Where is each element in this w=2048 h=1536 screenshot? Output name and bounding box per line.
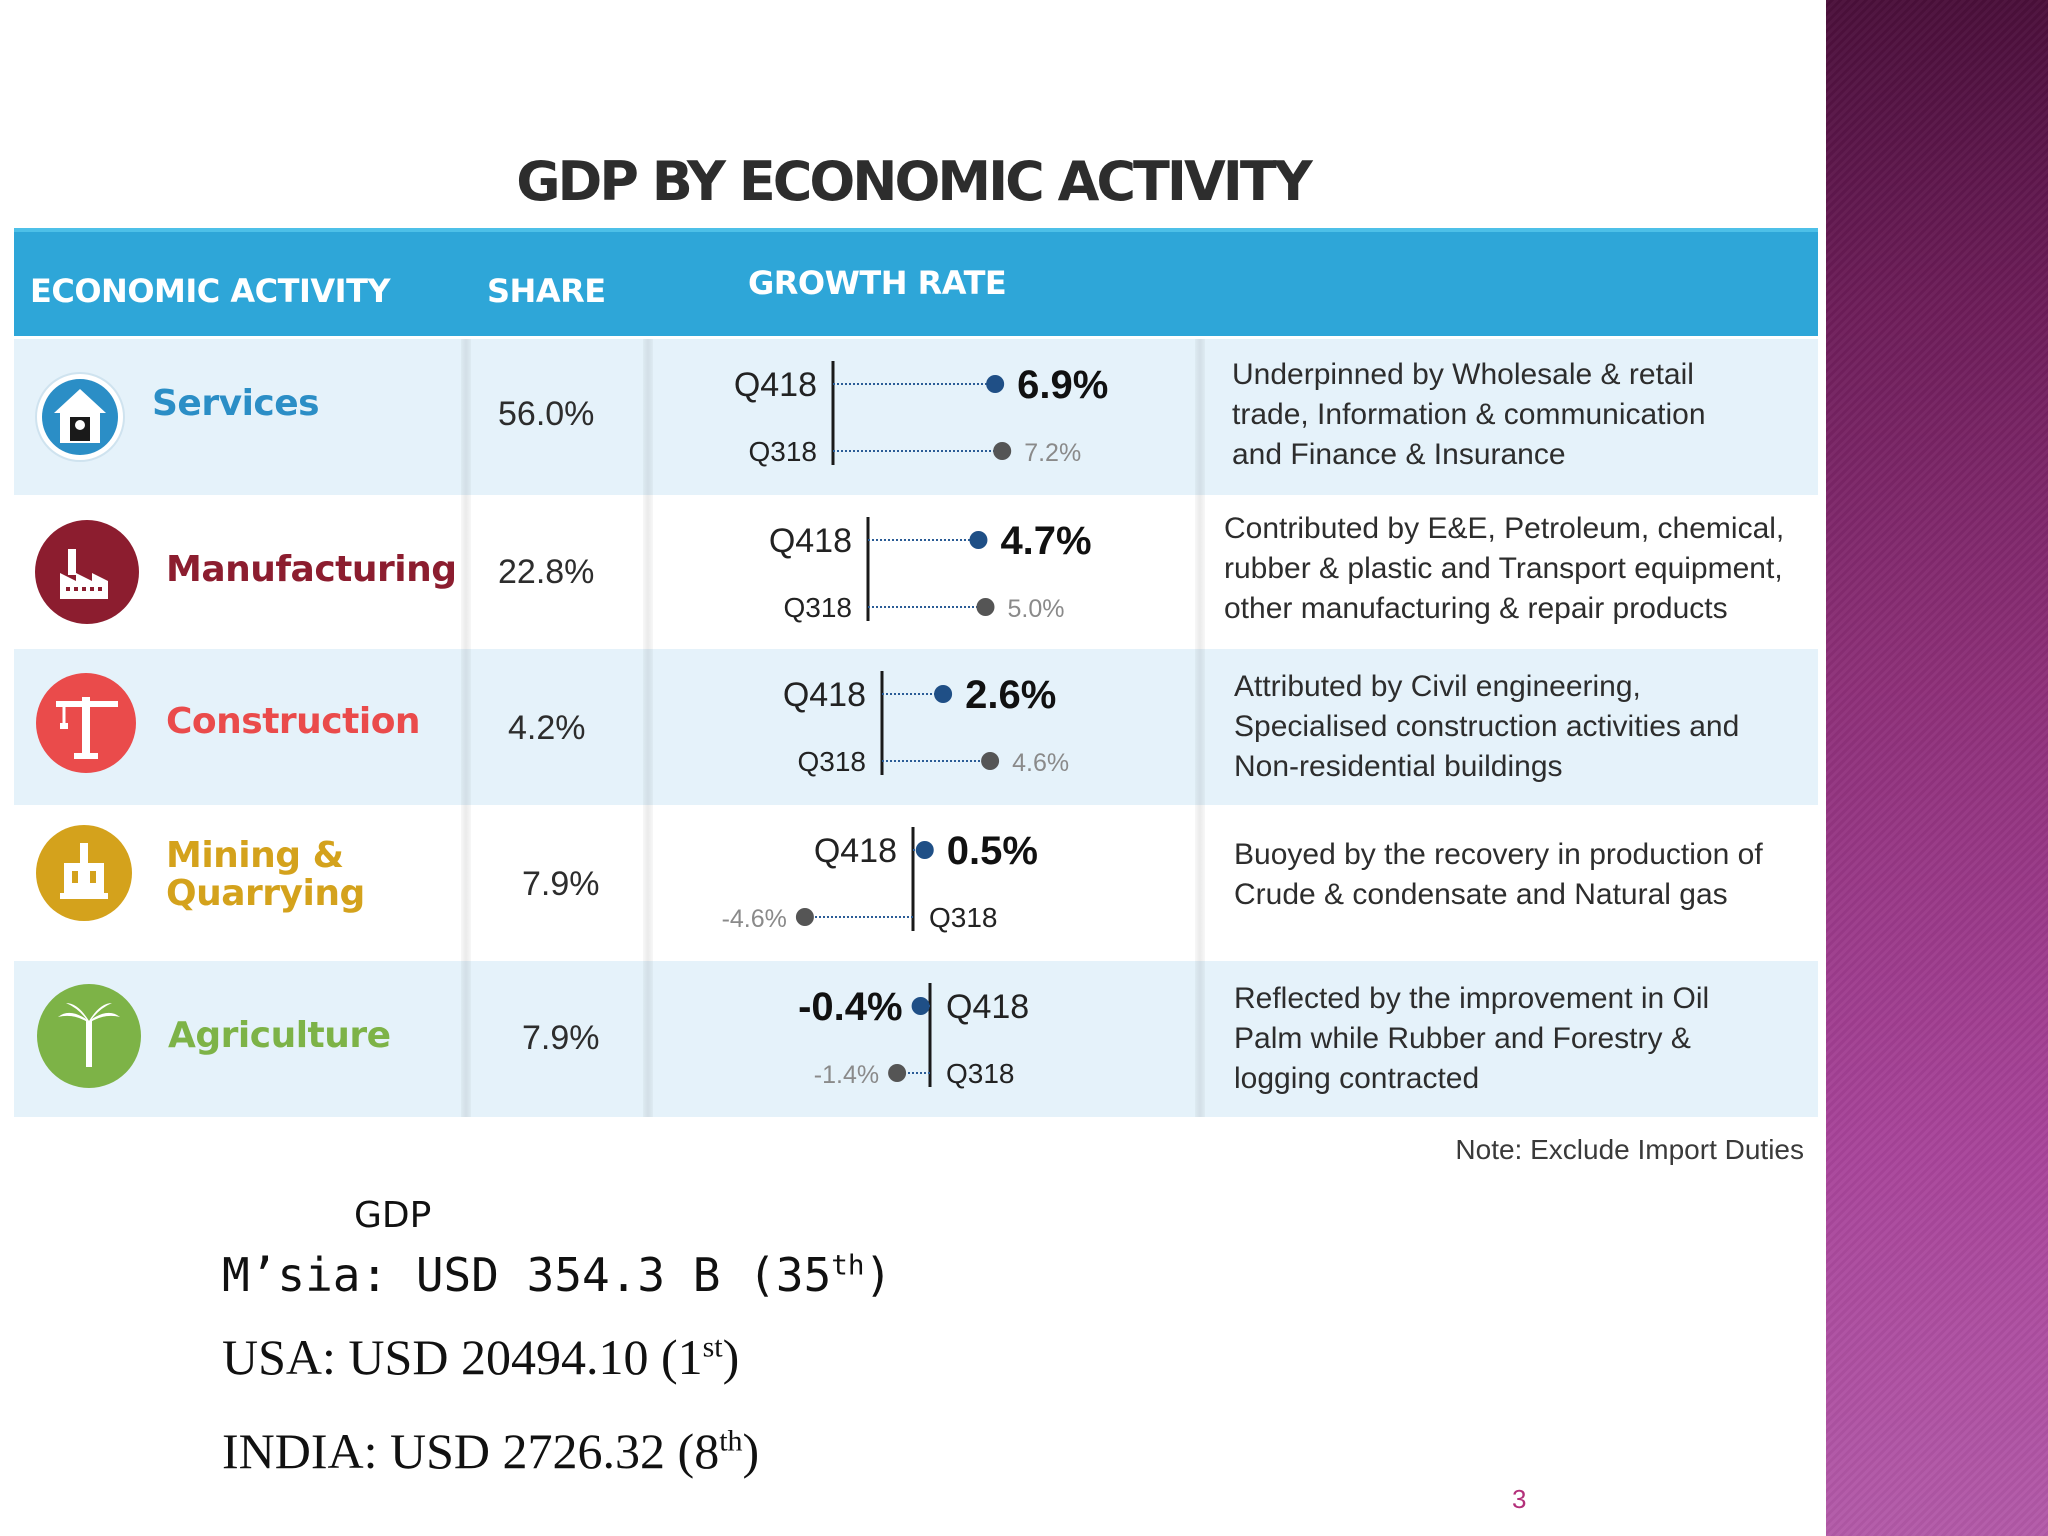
share-value: 7.9% [522, 1019, 600, 1057]
page-number: 3 [1512, 1484, 1527, 1514]
activity-name: Construction [166, 701, 421, 742]
q418-growth-point [911, 997, 930, 1015]
q318-value-label: 4.6% [1012, 749, 1069, 777]
q418-growth-point [934, 685, 953, 703]
q418-period-label: Q418 [946, 988, 1029, 1026]
header-growth-rate: GROWTH RATE [748, 264, 1007, 302]
gdp-india: INDIA: USD 2726.32 (8th) [222, 1423, 760, 1479]
crane-icon [36, 673, 136, 773]
gdp-malaysia: M’sia: USD 354.3 B (35th) [222, 1248, 893, 1302]
q318-value-label: -1.4% [814, 1061, 879, 1089]
q318-growth-point [993, 442, 1012, 460]
q318-period-label: Q318 [929, 902, 998, 933]
description: Attributed by Civil engineering, Speciali… [1234, 670, 1740, 783]
q418-growth-point [915, 841, 934, 859]
q418-period-label: Q418 [814, 832, 897, 870]
share-value: 56.0% [498, 395, 595, 433]
q318-value-label: 7.2% [1024, 439, 1081, 467]
q318-growth-point [888, 1064, 907, 1082]
oil-rig-icon [36, 825, 132, 921]
table-row: Construction 4.2% Attributed by Civil en… [14, 649, 1818, 805]
decorative-side-band [1826, 0, 2048, 1536]
note: Note: Exclude Import Duties [1455, 1134, 1804, 1165]
table-row: Manufacturing 22.8% Contributed by E&E, … [14, 495, 1818, 651]
activity-name: Mining & Quarrying [166, 835, 365, 914]
description: Underpinned by Wholesale & retail trade, … [1232, 358, 1706, 471]
header-share: SHARE [487, 272, 606, 310]
activity-name: Agriculture [168, 1015, 391, 1056]
factory-icon [35, 520, 139, 624]
q318-period-label: Q318 [749, 436, 818, 467]
activity-name: Services [152, 383, 320, 424]
q318-period-label: Q318 [784, 592, 853, 623]
q418-period-label: Q418 [769, 522, 852, 560]
services-building-icon [35, 372, 125, 462]
infographic-title: GDP BY ECONOMIC ACTIVITY [516, 150, 1313, 213]
description: Contributed by E&E, Petroleum, chemical,… [1224, 512, 1785, 625]
share-value: 4.2% [508, 709, 586, 747]
q318-growth-point [981, 752, 1000, 770]
q318-value-label: 5.0% [1008, 595, 1065, 623]
q318-growth-point [795, 908, 814, 926]
description: Buoyed by the recovery in production of C… [1234, 838, 1763, 911]
description: Reflected by the improvement in Oil Palm … [1234, 982, 1710, 1095]
share-value: 22.8% [498, 553, 595, 591]
activity-name: Manufacturing [166, 549, 457, 590]
q318-growth-point [976, 598, 995, 616]
header-economic-activity: ECONOMIC ACTIVITY [30, 272, 391, 310]
q418-period-label: Q418 [783, 676, 866, 714]
q418-value-label: 4.7% [1000, 519, 1091, 563]
share-value: 7.9% [522, 865, 600, 903]
q418-growth-point [969, 531, 988, 549]
q418-growth-point [986, 375, 1005, 393]
gdp-usa: USA: USD 20494.10 (1st) [222, 1329, 740, 1385]
q418-value-label: 6.9% [1017, 363, 1108, 407]
q418-value-label: 2.6% [965, 673, 1056, 717]
q418-period-label: Q418 [734, 366, 817, 404]
table-row: Mining & Quarrying 7.9% Buoyed by the rec… [14, 805, 1818, 961]
palm-tree-icon [37, 984, 141, 1088]
table-row: Services 56.0% Underpinned by Wholesale … [14, 339, 1818, 495]
q318-value-label: -4.6% [722, 905, 787, 933]
table-header: ECONOMIC ACTIVITY SHARE GROWTH RATE [14, 228, 1818, 336]
gdp-heading: GDP [354, 1195, 432, 1236]
q318-period-label: Q318 [798, 746, 867, 777]
q418-value-label: 0.5% [947, 829, 1038, 873]
q418-value-label: -0.4% [798, 985, 903, 1029]
q318-period-label: Q318 [946, 1058, 1015, 1089]
table-row: Agriculture 7.9% Reflected by the improv… [14, 961, 1818, 1117]
